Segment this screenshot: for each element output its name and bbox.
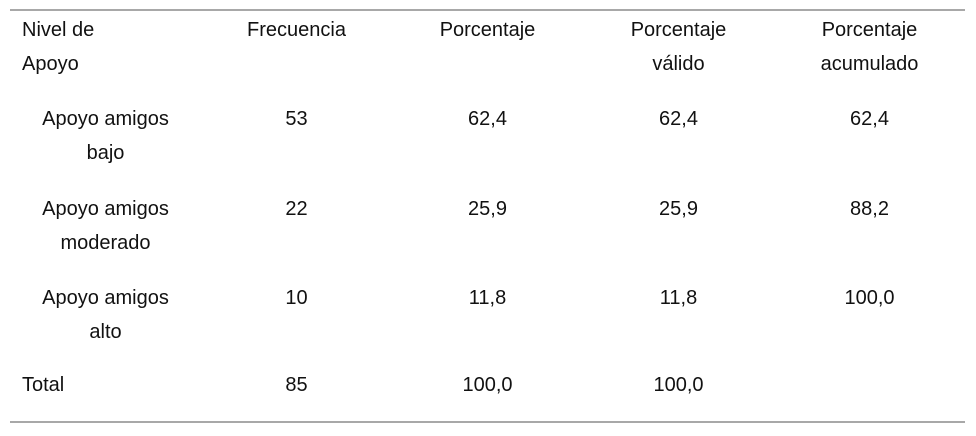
header-frecuencia: Frecuencia xyxy=(201,13,392,47)
header-line: Porcentaje xyxy=(821,19,918,41)
total-label: Total xyxy=(22,374,65,396)
cell-frecuencia: 10 xyxy=(285,287,308,309)
header-line: Frecuencia xyxy=(247,19,346,41)
header-line: acumulado xyxy=(820,53,919,75)
cell-valido: 62,4 xyxy=(659,108,698,130)
cell-acumulado: 62,4 xyxy=(850,108,889,130)
header-porcentaje: Porcentaje xyxy=(392,13,583,47)
total-valido: 100,0 xyxy=(653,374,704,396)
cell-valido: 11,8 xyxy=(659,287,698,309)
header-line: Apoyo xyxy=(22,53,79,75)
label-line: Apoyo amigos xyxy=(42,108,169,130)
header-line: Nivel de xyxy=(22,19,95,41)
cell-frecuencia: 53 xyxy=(285,108,308,130)
cell-porcentaje: 25,9 xyxy=(468,198,507,220)
label-line: Apoyo amigos xyxy=(42,287,169,309)
cell-porcentaje: 11,8 xyxy=(468,287,507,309)
row-label: Apoyo amigos bajo xyxy=(10,102,201,170)
label-line: alto xyxy=(89,321,122,343)
label-line: Apoyo amigos xyxy=(42,198,169,220)
cell-porcentaje: 62,4 xyxy=(468,108,507,130)
cell-acumulado: 88,2 xyxy=(850,198,889,220)
cell-frecuencia: 22 xyxy=(285,198,308,220)
header-porcentaje-valido: Porcentaje válido xyxy=(583,13,774,81)
total-frecuencia: 85 xyxy=(285,374,308,396)
bottom-rule xyxy=(10,421,965,423)
header-nivel: Nivel de Apoyo xyxy=(10,13,201,81)
cell-acumulado: 100,0 xyxy=(844,287,895,309)
header-line: Porcentaje xyxy=(439,19,536,41)
row-label: Apoyo amigos alto xyxy=(10,281,201,349)
row-label: Apoyo amigos moderado xyxy=(10,192,201,260)
cell-valido: 25,9 xyxy=(659,198,698,220)
label-line: bajo xyxy=(86,142,125,164)
header-line: válido xyxy=(652,53,705,75)
total-porcentaje: 100,0 xyxy=(462,374,513,396)
header-line: Porcentaje xyxy=(630,19,727,41)
header-porcentaje-acumulado: Porcentaje acumulado xyxy=(774,13,965,81)
top-rule xyxy=(10,9,965,11)
label-line: moderado xyxy=(60,232,151,254)
